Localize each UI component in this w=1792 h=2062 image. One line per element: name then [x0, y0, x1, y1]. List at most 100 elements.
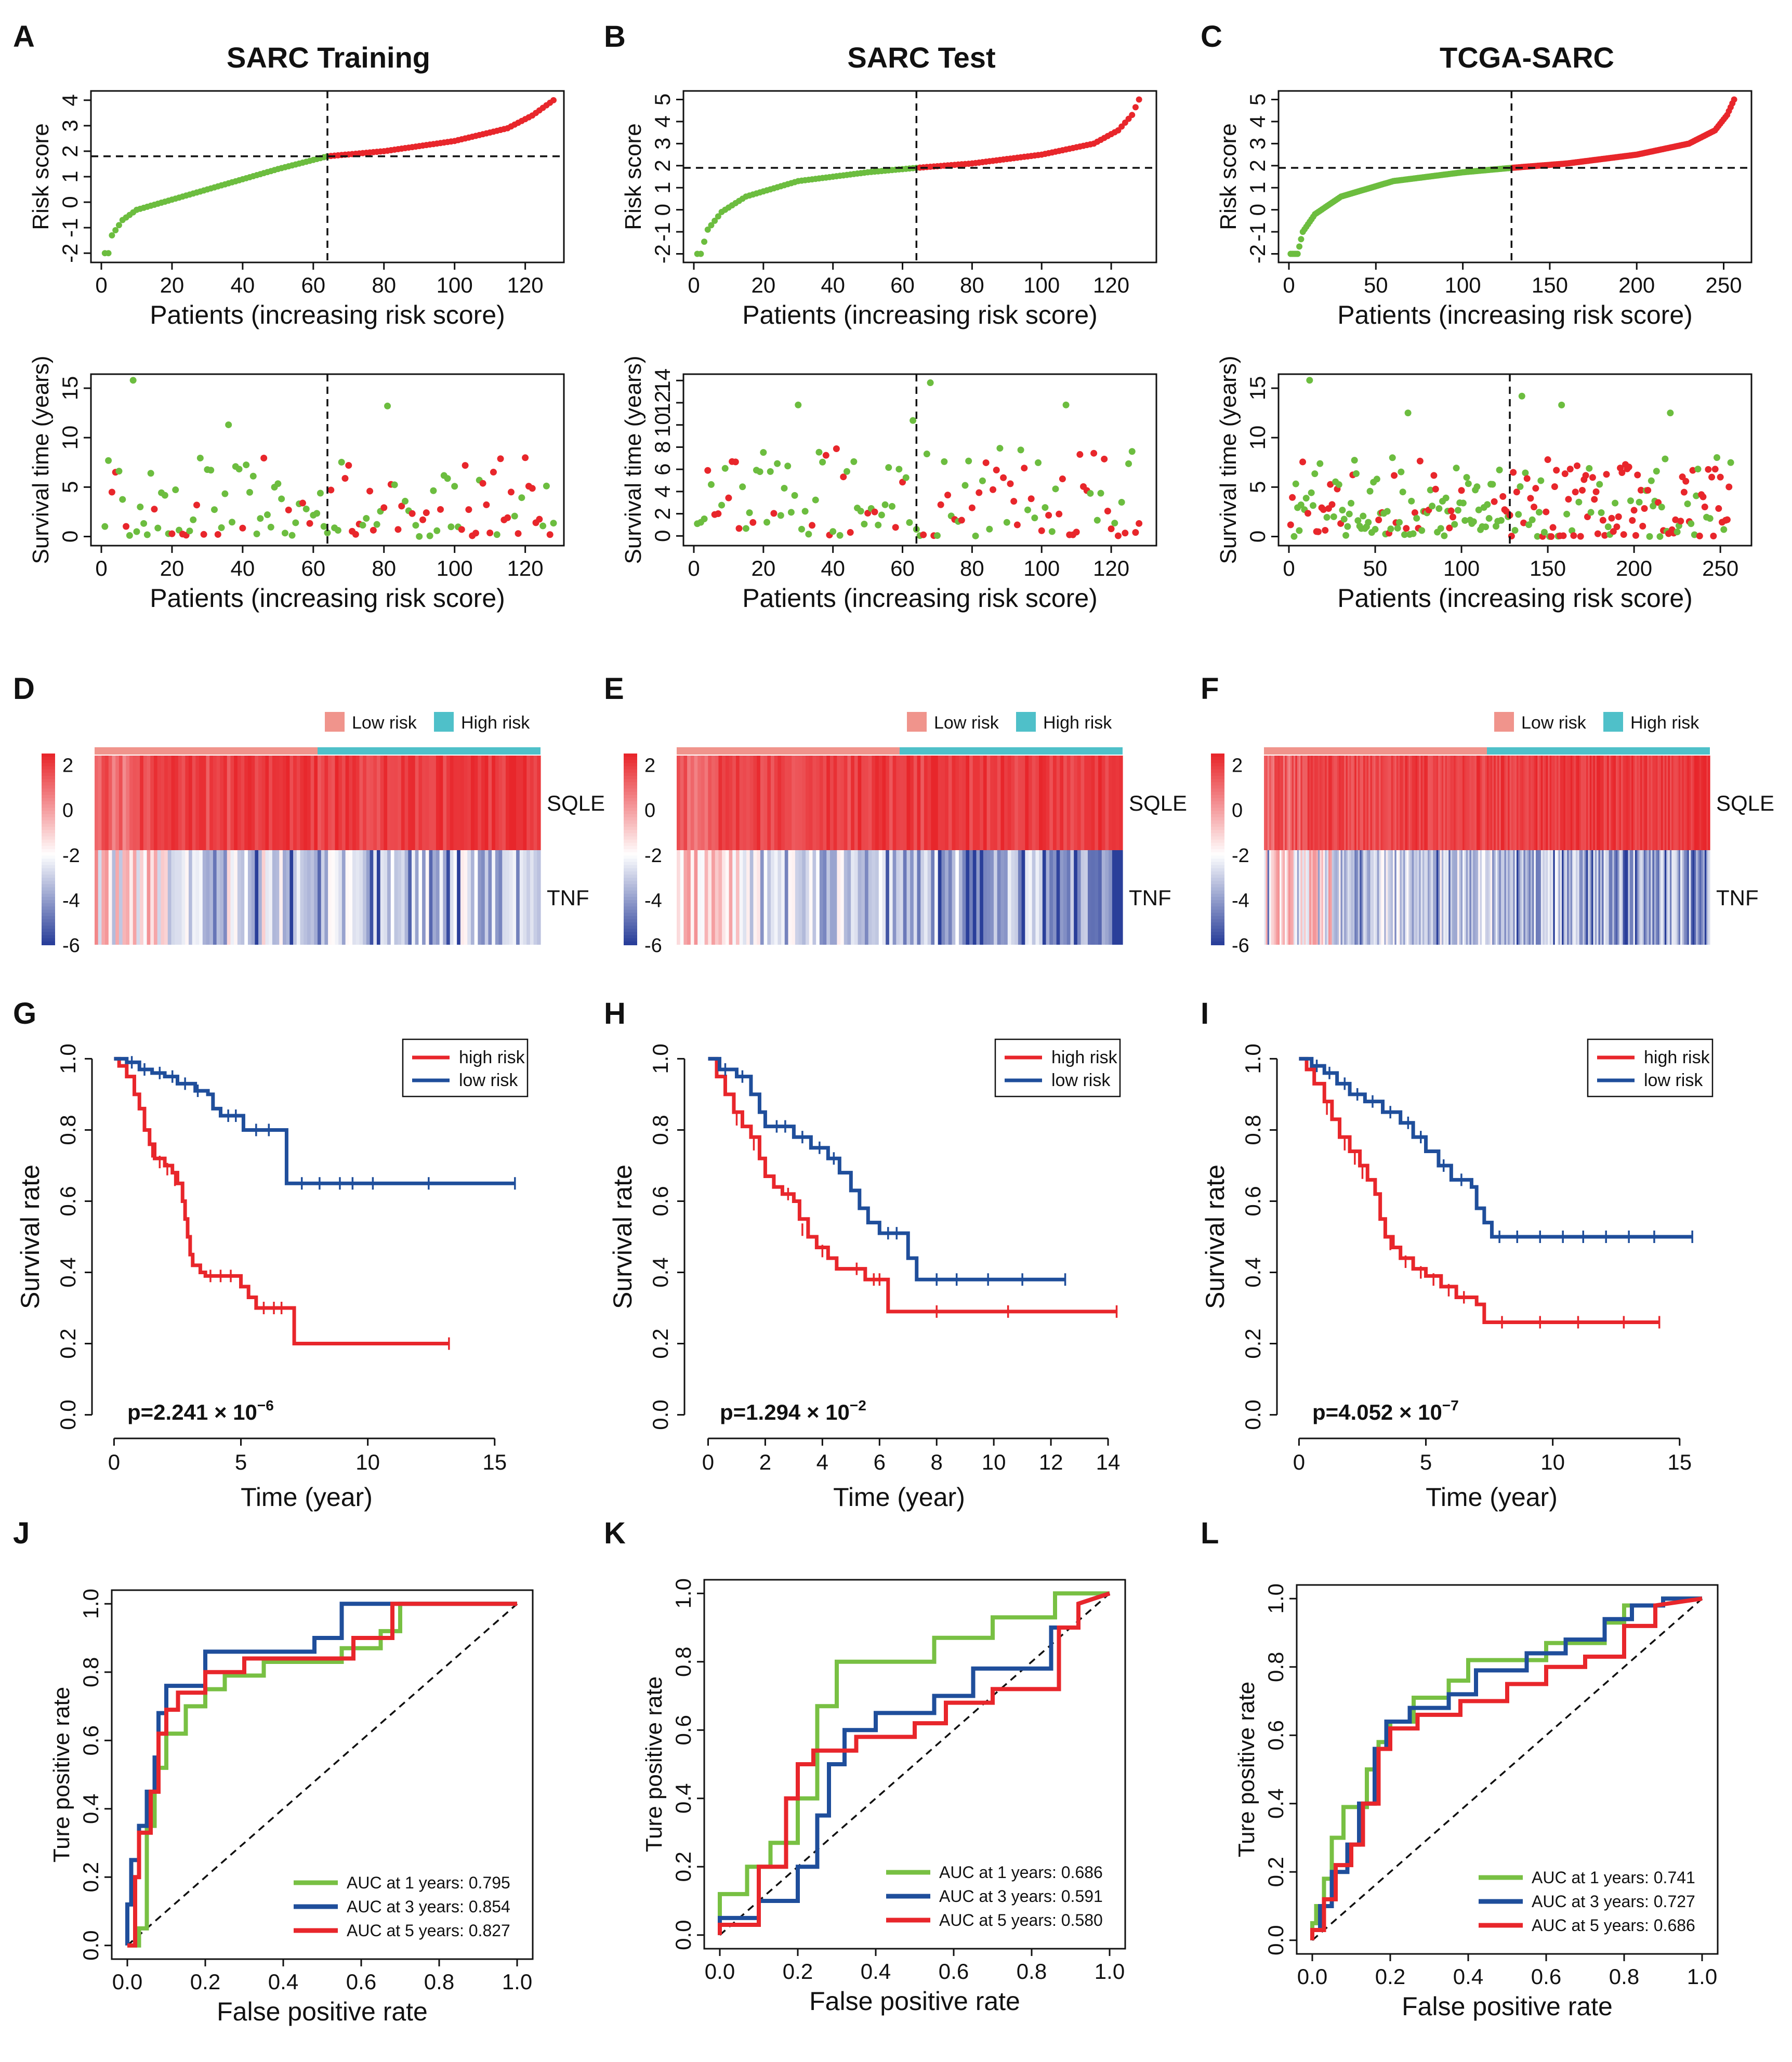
heatmap-cell-sqle [878, 756, 883, 850]
x-tick-label: 80 [960, 556, 984, 580]
color-scale-step [1211, 830, 1224, 834]
heatmap-cell-tnf [687, 850, 691, 945]
heatmap-cell-tnf [1551, 850, 1553, 945]
heatmap-cell-sqle [122, 756, 126, 850]
y-tick-label: 2 [650, 508, 675, 520]
heatmap-cell-tnf [1682, 850, 1684, 945]
heatmap-cell-tnf [1624, 850, 1627, 945]
risk-point [550, 97, 557, 103]
heatmap-cell-tnf [1478, 850, 1481, 945]
heatmap-cell-tnf [1328, 850, 1330, 945]
heatmap-cell-sqle [1434, 756, 1437, 850]
heatmap-cell-sqle [1382, 756, 1385, 850]
heatmap-cell-tnf [1360, 850, 1362, 945]
survival-point [1696, 532, 1703, 539]
heatmap-cell-sqle [1334, 756, 1336, 850]
heatmap-cell-tnf [1669, 850, 1672, 945]
survival-point [1391, 472, 1398, 479]
p-value-exponent: −2 [850, 1397, 866, 1413]
heatmap-cell-sqle [533, 756, 537, 850]
heatmap-cell-sqle [1468, 756, 1470, 850]
heatmap-cell-sqle [952, 756, 956, 850]
y-tick-label: 0.4 [648, 1257, 673, 1287]
survival-point [437, 506, 444, 513]
y-tick-label: 0.6 [1263, 1720, 1288, 1750]
survival-point [546, 531, 554, 538]
heatmap-cell-tnf [216, 850, 220, 945]
survival-point [550, 520, 557, 527]
heatmap-cell-sqle [833, 756, 837, 850]
heatmap-cell-tnf [1457, 850, 1459, 945]
color-scale-step [624, 839, 637, 843]
y-tick-label: 0 [650, 204, 675, 216]
survival-point [246, 488, 253, 496]
y-tick-label: 5 [1245, 94, 1270, 105]
heatmap-cell-sqle [286, 756, 290, 850]
survival-point [1594, 530, 1601, 537]
heatmap-cell-tnf [188, 850, 193, 945]
heatmap-cell-tnf [858, 850, 862, 945]
heatmap-cell-sqle [530, 756, 534, 850]
heatmap-cell-tnf [481, 850, 485, 945]
heatmap-cell-tnf [209, 850, 214, 945]
survival-point [1305, 510, 1312, 517]
survival-point [1003, 519, 1010, 526]
x-tick-label: 80 [372, 273, 396, 297]
heatmap-cell-sqle [355, 756, 360, 850]
heatmap-cell-sqle [1277, 756, 1280, 850]
survival-point [394, 526, 402, 533]
heatmap-cell-tnf [1300, 850, 1303, 945]
heatmap-cell-tnf [199, 850, 203, 945]
heatmap-cell-tnf [143, 850, 148, 945]
km-curve-low-risk [114, 1056, 515, 1185]
heatmap-cell-sqle [404, 756, 409, 850]
heatmap-cell-sqle [1417, 756, 1419, 850]
survival-point [1520, 519, 1527, 526]
color-scale-step [1211, 801, 1224, 805]
heatmap-cell-tnf [798, 850, 802, 945]
color-scale-step [42, 890, 55, 894]
heatmap-cell-tnf [220, 850, 224, 945]
color-scale-step [1211, 791, 1224, 796]
heatmap-cell-tnf [1087, 850, 1092, 945]
heatmap-cell-tnf [1673, 850, 1676, 945]
heatmap-cell-sqle [962, 756, 966, 850]
heatmap-cell-tnf [1098, 850, 1102, 945]
x-tick-label: 0.8 [1017, 1959, 1047, 1984]
survival-point [725, 494, 732, 501]
heatmap-cell-tnf [178, 850, 182, 945]
survival-point [1639, 522, 1646, 530]
heatmap-cell-tnf [924, 850, 928, 945]
heatmap-cell-sqle [1412, 756, 1414, 850]
heatmap-cell-tnf [118, 850, 123, 945]
color-scale-step [1211, 941, 1224, 945]
survival-point [774, 460, 781, 467]
survival-point [1630, 507, 1638, 514]
heatmap-cell-sqle [1292, 756, 1294, 850]
panel-letter-l: L [1201, 1516, 1219, 1550]
survival-point [777, 512, 784, 519]
heatmap-cell-tnf [394, 850, 398, 945]
survival-point [196, 454, 204, 461]
survival-point [1373, 475, 1380, 483]
survival-point [133, 528, 140, 535]
heatmap-cell-tnf [1580, 850, 1583, 945]
heatmap-cell-tnf [1675, 850, 1677, 945]
heatmap-cell-sqle [868, 756, 872, 850]
panel-letter-c: C [1201, 20, 1222, 54]
survival-point [419, 516, 427, 523]
survival-point [1551, 483, 1558, 491]
heatmap-cell-sqle [725, 756, 730, 850]
heatmap-cell-tnf [1394, 850, 1397, 945]
heatmap-cell-tnf [1529, 850, 1531, 945]
heatmap-cell-tnf [1553, 850, 1556, 945]
heatmap-cell-sqle [1115, 756, 1119, 850]
heatmap-cell-tnf [1459, 850, 1461, 945]
survival-point [1497, 517, 1505, 524]
y-tick-label: 0.4 [1241, 1257, 1265, 1287]
heatmap-cell-sqle [1612, 756, 1615, 850]
color-scale-step [1211, 811, 1224, 815]
heatmap-cell-sqle [969, 756, 973, 850]
